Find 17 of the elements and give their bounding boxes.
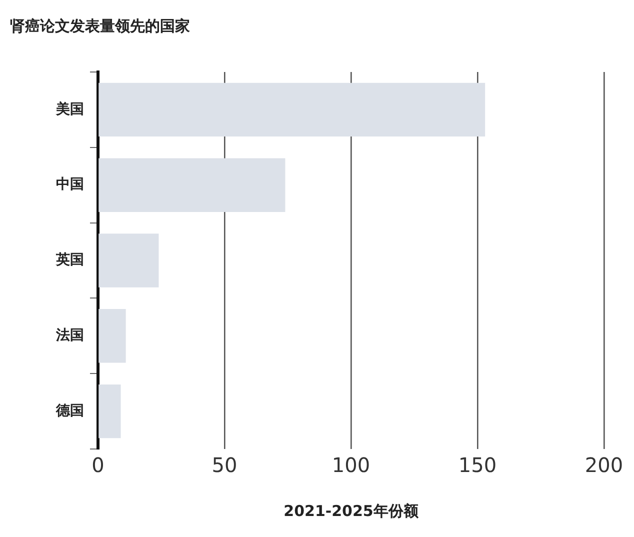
bar bbox=[98, 384, 121, 438]
y-tick-label: 美国 bbox=[55, 100, 84, 118]
bar bbox=[98, 309, 126, 363]
x-tick-label: 0 bbox=[92, 453, 104, 478]
bar bbox=[98, 158, 286, 212]
x-tick-label: 50 bbox=[212, 453, 238, 478]
y-tick-label: 中国 bbox=[56, 176, 84, 193]
y-tick-label: 法国 bbox=[55, 328, 84, 344]
bar bbox=[98, 234, 159, 288]
x-tick-label: 200 bbox=[584, 453, 624, 478]
x-tick-label: 150 bbox=[458, 453, 497, 478]
x-axis-title: 2021-2025年份额 bbox=[284, 502, 420, 520]
y-tick-label: 德国 bbox=[55, 402, 84, 419]
bar bbox=[98, 82, 486, 137]
x-tick-label: 100 bbox=[332, 453, 370, 478]
y-tick-label: 英国 bbox=[55, 252, 84, 268]
chart-title: 肾癌论文发表量领先的国家 bbox=[10, 16, 190, 35]
